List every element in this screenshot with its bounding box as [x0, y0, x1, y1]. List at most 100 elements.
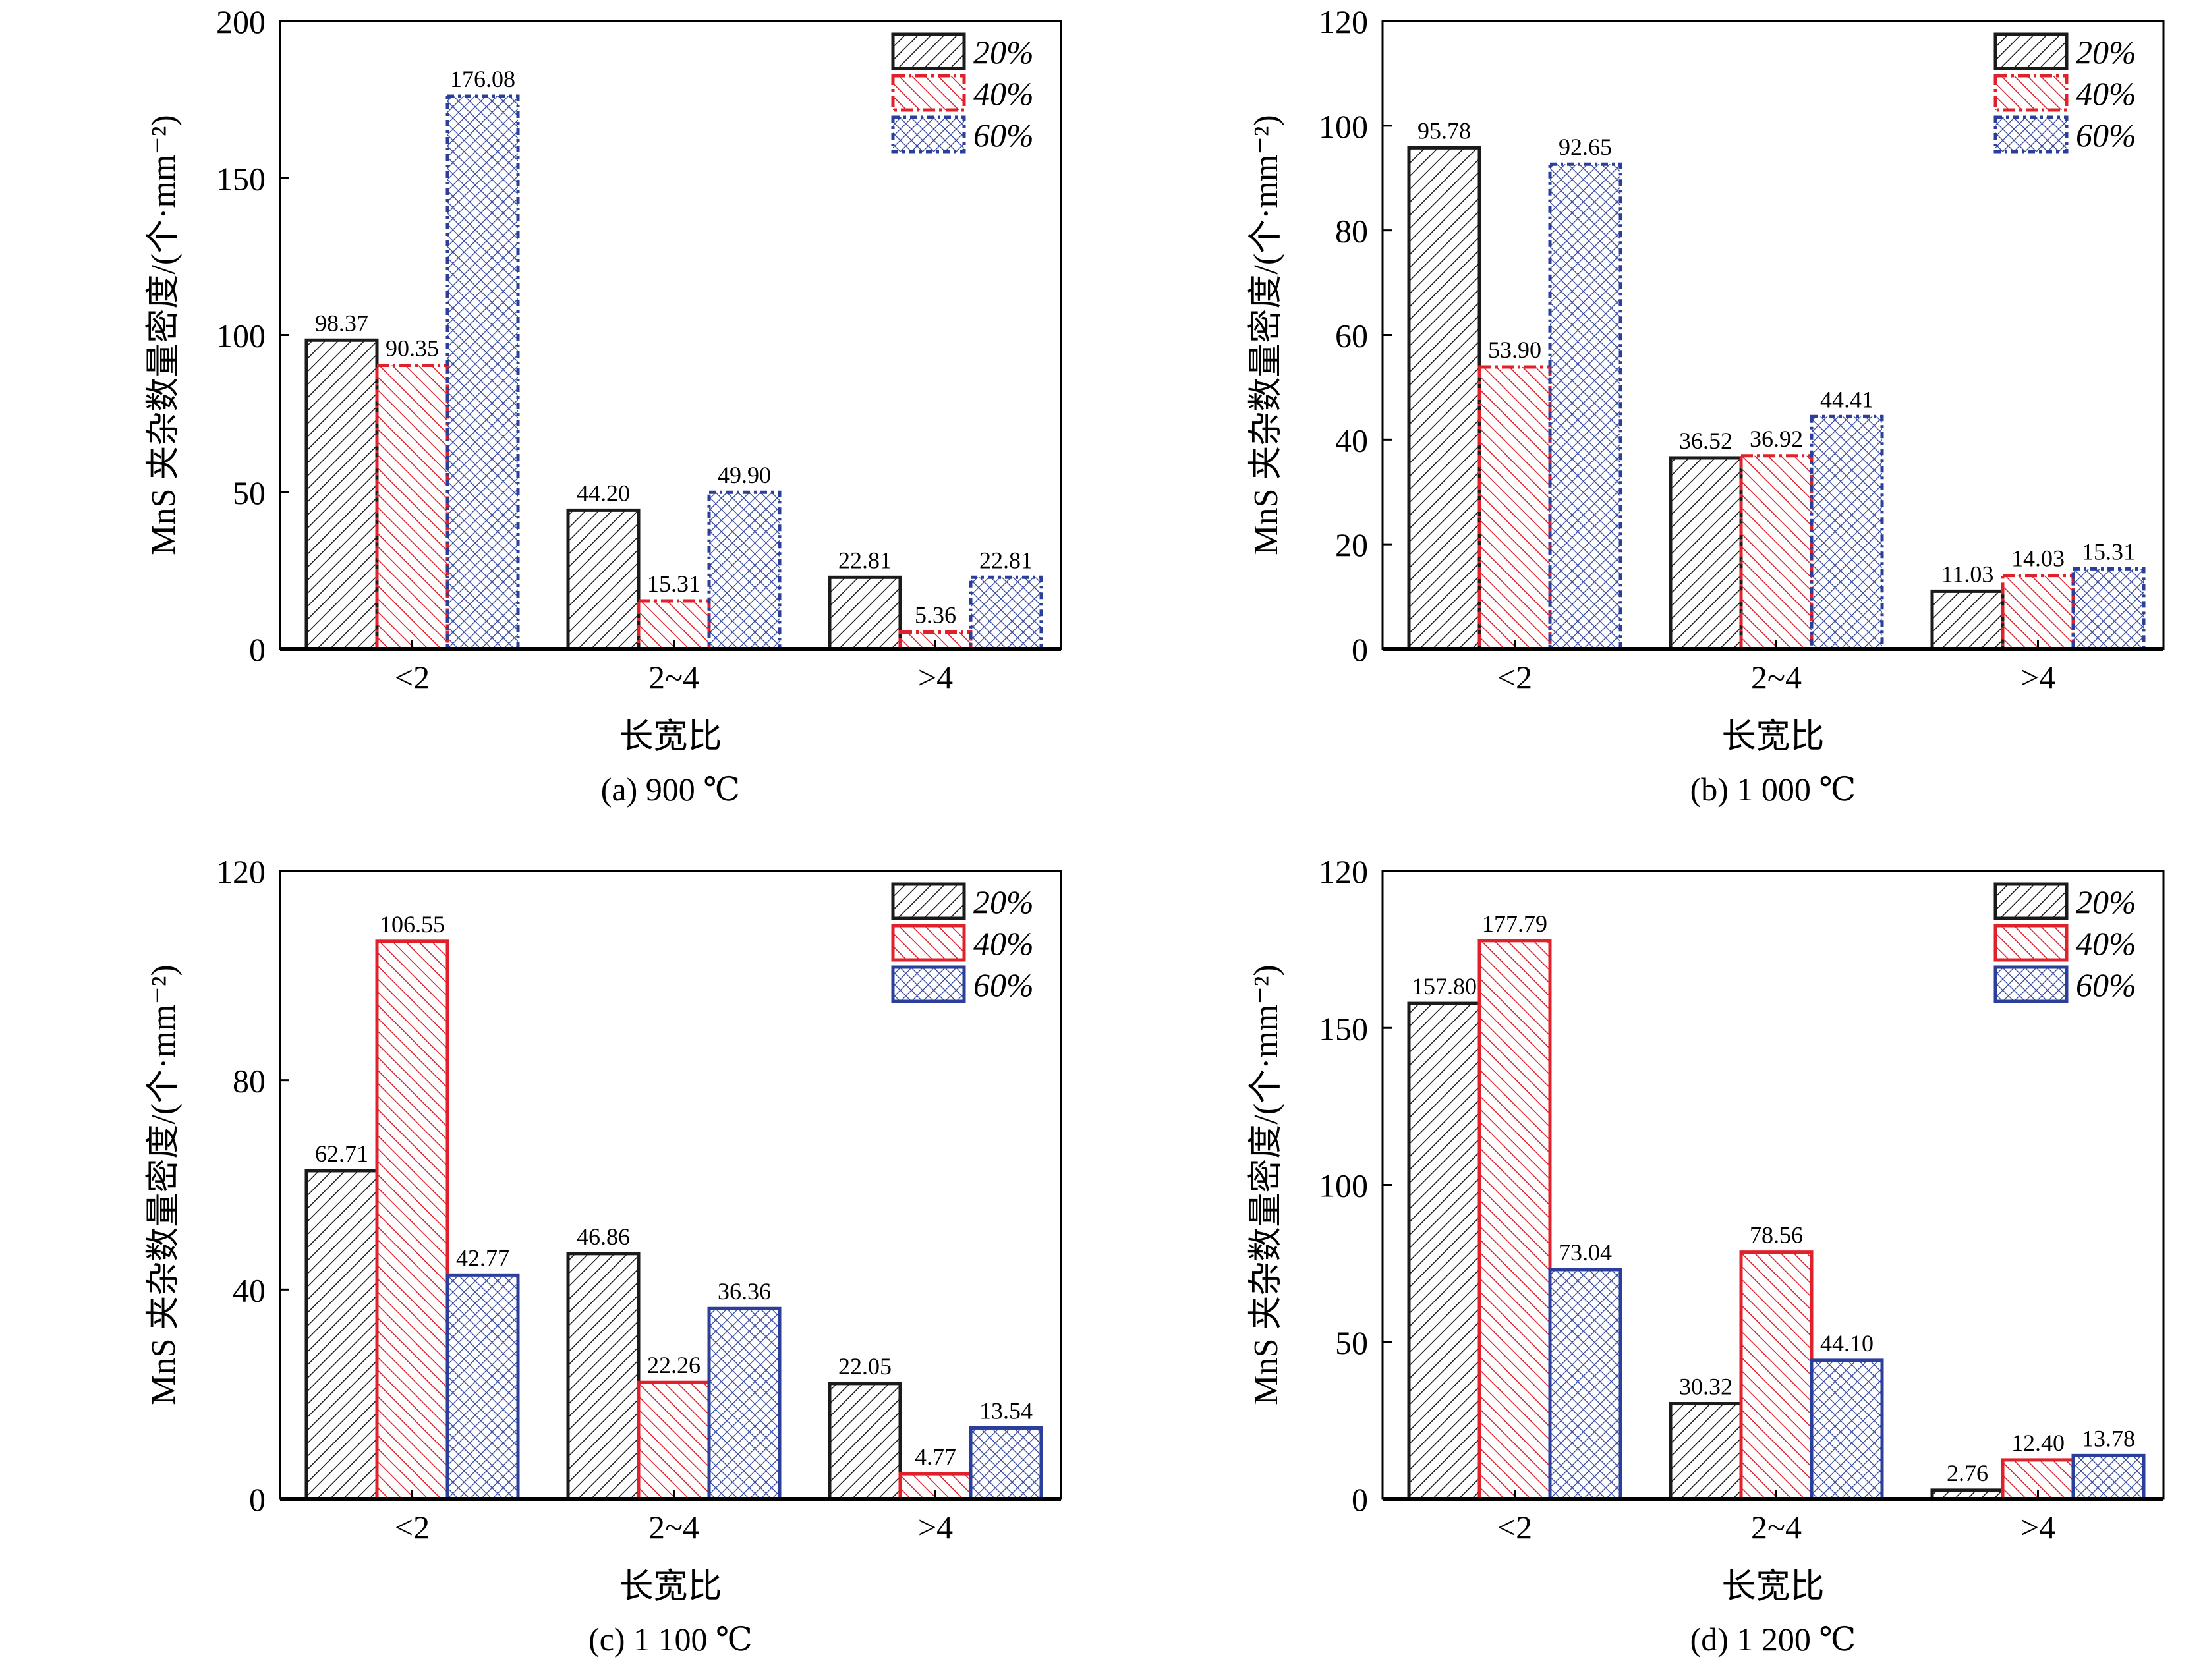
- y-tick-label: 150: [216, 160, 266, 197]
- bar-value-label: 95.78: [1418, 117, 1471, 144]
- chart-panel-a: 98.37 90.35 176.08 <2 44.20 15.31 49.90 2~4 22.8…: [0, 0, 1102, 830]
- bar-c-40pct-1: [637, 1380, 711, 1501]
- bar-chart-d: 157.80 177.79 73.04 <2 30.32 78.56 44.10 2~4 2.7…: [1247, 853, 2165, 1658]
- x-axis-label: 长宽比: [1721, 1568, 1824, 1606]
- bar-c-60pct-1: [707, 1306, 782, 1501]
- x-tick-label: <2: [395, 1509, 430, 1546]
- y-tick-label: 0: [249, 631, 266, 668]
- bar-value-label: 15.31: [647, 571, 701, 597]
- legend-label: 40%: [973, 75, 1034, 112]
- y-tick-label: 120: [1319, 3, 1368, 40]
- x-tick-label: >4: [2020, 659, 2055, 696]
- y-tick-label: 0: [1352, 1481, 1368, 1518]
- bar-value-label: 90.35: [386, 335, 439, 361]
- legend-swatch-20pct: [1993, 882, 2069, 920]
- bar-value-label: 22.05: [838, 1353, 892, 1380]
- x-tick-label: >4: [2020, 1509, 2055, 1546]
- panel-caption: (d) 1 200 ℃: [1690, 1621, 1856, 1658]
- bar-d-60pct-2: [2071, 1453, 2146, 1501]
- legend-label: 20%: [973, 883, 1034, 920]
- bar-d-60pct-0: [1548, 1268, 1622, 1501]
- x-tick-label: 2~4: [648, 1509, 699, 1546]
- bar-value-label: 62.71: [315, 1140, 368, 1167]
- bar-a-60pct-2: [969, 575, 1043, 651]
- bar-value-label: 73.04: [1559, 1239, 1612, 1266]
- y-tick-label: 50: [233, 474, 266, 511]
- chart-panel-b: 95.78 53.90 92.65 <2 36.52 36.92 44.41 2~4 11.03…: [1102, 0, 2205, 830]
- bar-d-60pct-1: [1810, 1358, 1884, 1501]
- y-axis-label: MnS 夹杂数量密度/(个·mm⁻²): [1247, 115, 1285, 555]
- x-axis-label: 长宽比: [619, 718, 722, 756]
- bar-b-40pct-0: [1477, 365, 1552, 651]
- bar-c-20pct-0: [304, 1169, 379, 1501]
- x-axis-label: 长宽比: [1721, 718, 1824, 756]
- legend-label: 20%: [973, 34, 1034, 70]
- legend-swatch-60pct: [1993, 115, 2069, 154]
- panel-caption: (c) 1 100 ℃: [588, 1621, 753, 1658]
- bar-value-label: 53.90: [1488, 337, 1541, 363]
- legend: 20% 40% 60%: [891, 32, 1034, 154]
- legend-label: 20%: [2076, 883, 2136, 920]
- bar-d-40pct-0: [1477, 939, 1552, 1501]
- legend-swatch-60pct: [891, 115, 966, 154]
- x-tick-label: 2~4: [1751, 659, 1802, 696]
- bar-chart-b: 95.78 53.90 92.65 <2 36.52 36.92 44.41 2~4 11.03…: [1247, 3, 2165, 808]
- legend-swatch-20pct: [1993, 32, 2069, 70]
- bar-a-40pct-0: [375, 363, 449, 651]
- bar-c-40pct-0: [375, 939, 449, 1501]
- y-tick-label: 80: [233, 1063, 266, 1100]
- y-tick-label: 150: [1319, 1010, 1368, 1047]
- legend-swatch-40pct: [891, 924, 966, 962]
- bar-value-label: 98.37: [315, 310, 368, 336]
- y-tick-label: 100: [1319, 108, 1368, 145]
- x-tick-label: 2~4: [1751, 1509, 1802, 1546]
- bar-value-label: 5.36: [915, 602, 956, 628]
- legend-swatch-60pct: [891, 965, 966, 1003]
- bar-value-label: 49.90: [718, 462, 771, 488]
- bar-value-label: 78.56: [1750, 1222, 1803, 1248]
- legend-label: 60%: [2076, 966, 2136, 1003]
- panel-caption: (a) 900 ℃: [601, 771, 740, 808]
- bar-value-label: 13.54: [979, 1397, 1033, 1424]
- y-tick-label: 200: [216, 3, 266, 40]
- y-tick-label: 40: [233, 1272, 266, 1308]
- bar-d-40pct-1: [1739, 1250, 1814, 1501]
- bar-value-label: 36.52: [1679, 428, 1732, 454]
- bar-chart-c: 62.71 106.55 42.77 <2 46.86 22.26 36.36 2~4 22.0…: [145, 853, 1062, 1658]
- bar-value-label: 92.65: [1559, 134, 1612, 160]
- x-axis-label: 长宽比: [619, 1568, 722, 1606]
- bar-b-60pct-1: [1810, 414, 1884, 651]
- bar-b-40pct-1: [1739, 454, 1814, 651]
- legend-swatch-40pct: [1993, 74, 2069, 112]
- bar-a-60pct-1: [707, 490, 782, 651]
- legend: 20% 40% 60%: [1993, 882, 2136, 1003]
- y-tick-label: 60: [1335, 318, 1368, 354]
- bar-value-label: 22.81: [979, 547, 1033, 573]
- bar-value-label: 44.41: [1820, 386, 1874, 412]
- bar-value-label: 44.20: [577, 480, 630, 506]
- x-tick-label: 2~4: [648, 659, 699, 696]
- y-tick-label: 80: [1335, 213, 1368, 250]
- y-axis-label: MnS 夹杂数量密度/(个·mm⁻²): [145, 965, 183, 1405]
- bar-value-label: 12.40: [2011, 1430, 2065, 1456]
- x-tick-label: <2: [395, 659, 430, 696]
- bar-c-60pct-2: [969, 1426, 1043, 1501]
- y-tick-label: 40: [1335, 422, 1368, 459]
- legend-swatch-20pct: [891, 32, 966, 70]
- x-tick-label: >4: [918, 659, 953, 696]
- bar-b-20pct-2: [1930, 589, 2005, 651]
- bar-value-label: 157.80: [1412, 973, 1477, 999]
- legend-label: 60%: [973, 966, 1034, 1003]
- bar-value-label: 22.26: [647, 1352, 701, 1378]
- bar-value-label: 46.86: [577, 1223, 630, 1250]
- chart-panel-c: 62.71 106.55 42.77 <2 46.86 22.26 36.36 2~4 22.0…: [0, 850, 1102, 1680]
- legend-swatch-40pct: [1993, 924, 2069, 962]
- bar-b-40pct-2: [2001, 574, 2075, 651]
- bar-b-60pct-2: [2071, 567, 2146, 651]
- bar-value-label: 36.92: [1750, 426, 1803, 452]
- y-tick-label: 0: [1352, 631, 1368, 668]
- x-tick-label: >4: [918, 1509, 953, 1546]
- y-tick-label: 20: [1335, 526, 1368, 563]
- bar-value-label: 30.32: [1679, 1374, 1732, 1400]
- bar-value-label: 36.36: [718, 1278, 771, 1304]
